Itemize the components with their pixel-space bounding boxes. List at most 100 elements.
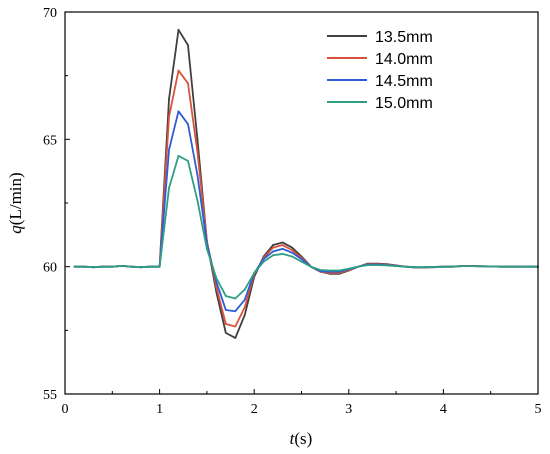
data-point	[366, 264, 369, 267]
y-axis-label-unit: (L/min)	[6, 172, 25, 225]
x-tick-label: 0	[62, 402, 69, 417]
data-point	[215, 281, 218, 283]
data-point	[262, 258, 265, 260]
data-point	[206, 247, 208, 250]
legend-label: 14.5mm	[375, 73, 433, 90]
data-point	[291, 249, 293, 252]
data-point	[83, 265, 85, 268]
data-point	[111, 265, 114, 268]
series-line-0	[73, 28, 539, 339]
data-point	[215, 286, 218, 288]
data-point	[224, 309, 227, 311]
data-point	[376, 264, 379, 267]
data-point	[385, 264, 388, 267]
data-point	[281, 241, 284, 244]
data-point	[234, 310, 237, 313]
data-point	[149, 265, 152, 268]
data-point	[272, 254, 275, 257]
x-tick-label: 5	[535, 402, 542, 417]
data-point	[272, 246, 275, 249]
data-point	[480, 265, 483, 268]
data-point	[177, 154, 180, 157]
data-point	[101, 265, 104, 268]
data-point	[243, 288, 246, 291]
data-point	[262, 260, 265, 263]
data-point	[518, 265, 520, 268]
data-point	[499, 265, 502, 268]
x-axis-label-unit: (s)	[294, 429, 312, 448]
data-point	[300, 260, 303, 263]
data-point	[291, 246, 293, 249]
x-tick-label: 4	[440, 402, 447, 417]
data-point	[177, 110, 180, 113]
y-tick-label: 60	[43, 261, 57, 276]
x-axis-label-var: t	[290, 429, 296, 448]
data-point	[187, 82, 189, 85]
series-layer	[73, 28, 539, 339]
data-point	[281, 244, 284, 246]
y-axis-label: q(L/min)	[6, 172, 25, 233]
data-point	[187, 123, 189, 125]
legend-label: 14.0mm	[375, 51, 433, 68]
data-point	[357, 265, 360, 268]
series-line-3	[73, 154, 539, 300]
data-point	[328, 269, 331, 272]
legend-label: 15.0mm	[375, 95, 433, 112]
data-point	[177, 28, 180, 31]
data-point	[234, 297, 237, 300]
x-tick-label: 3	[345, 402, 352, 417]
data-point	[300, 258, 303, 260]
data-point	[187, 44, 189, 47]
data-point	[234, 325, 237, 328]
data-point	[92, 266, 95, 269]
data-point	[177, 69, 180, 72]
data-point	[442, 265, 445, 268]
data-point	[291, 255, 293, 258]
data-point	[243, 298, 246, 301]
data-point	[508, 265, 511, 268]
data-point	[243, 306, 246, 309]
y-axis-label-var: q	[6, 225, 25, 234]
data-point	[168, 148, 170, 151]
data-point	[470, 265, 473, 268]
legend: 13.5mm 14.0mm 14.5mm 15.0mm	[327, 29, 433, 112]
series-line-1	[73, 69, 539, 328]
data-point	[272, 250, 275, 253]
data-point	[168, 115, 170, 118]
data-point	[310, 265, 312, 268]
data-point	[272, 244, 275, 246]
x-axis-label: t(s)	[290, 429, 313, 448]
series-line-2	[73, 110, 539, 313]
data-point	[319, 269, 322, 271]
data-point	[414, 266, 416, 269]
data-point	[168, 186, 170, 189]
data-point	[196, 174, 199, 176]
data-point	[461, 265, 464, 268]
data-point	[338, 269, 341, 272]
data-point	[196, 138, 199, 141]
y-tick-label: 70	[43, 6, 57, 21]
data-point	[224, 295, 227, 297]
x-tick-label: 2	[251, 402, 258, 417]
data-point	[224, 323, 227, 325]
data-point	[120, 265, 123, 267]
data-point	[489, 265, 492, 268]
data-point	[168, 97, 170, 100]
data-point	[281, 253, 284, 255]
data-point	[139, 266, 142, 269]
data-point	[158, 265, 161, 268]
data-point	[347, 267, 350, 270]
data-point	[451, 265, 454, 268]
data-point	[404, 265, 407, 268]
data-point	[291, 251, 293, 254]
data-point	[196, 199, 199, 202]
data-point	[527, 265, 530, 268]
data-point	[73, 265, 76, 268]
y-tick-label: 55	[43, 388, 57, 403]
data-point	[281, 247, 284, 250]
data-point	[234, 337, 237, 339]
data-point	[395, 265, 397, 268]
x-tick-label: 1	[156, 402, 163, 417]
